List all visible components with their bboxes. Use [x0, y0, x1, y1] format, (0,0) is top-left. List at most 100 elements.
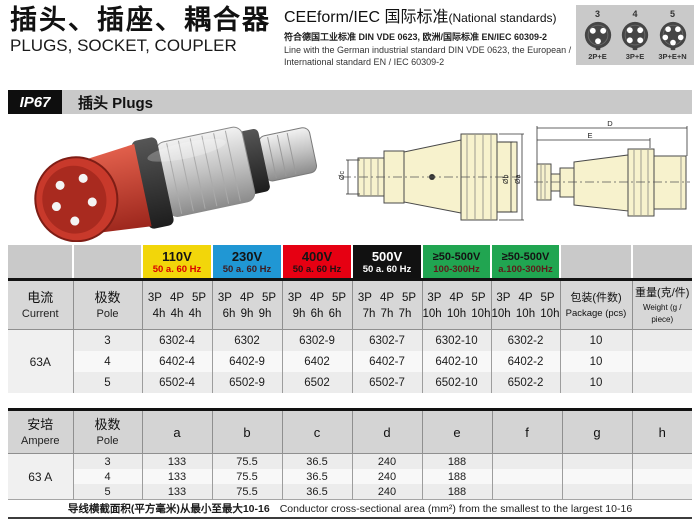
package-cell: 10 — [560, 351, 633, 372]
divider-line — [8, 408, 692, 411]
voltage-frequency: 50 a. 60 Hz — [362, 264, 412, 275]
part-number-cell: 6502-10 — [422, 372, 492, 393]
dim-value-cell — [562, 453, 633, 469]
pole-cell: 5 — [73, 372, 143, 393]
hours-line: 4h 4h 4h — [152, 307, 202, 320]
plug-product-photo — [34, 126, 318, 242]
hours-line: 7h 7h 7h — [362, 307, 412, 320]
dim-value-cell — [632, 453, 692, 469]
hours-line: 6h 9h 9h — [222, 307, 272, 320]
voltage-frequency: 50 a. 60 Hz — [222, 264, 272, 275]
connector-3pin-icon — [584, 21, 611, 50]
standards-title-main: CEEform/IEC 国际标准 — [284, 9, 449, 26]
pins-line: 3P 4P 5P — [217, 291, 277, 304]
bottom-double-line — [8, 517, 692, 520]
voltage-value: ≥50-500V — [501, 251, 550, 263]
conductor-note-cn: 导线横截面积(平方毫米)从最小至最大10-16 — [67, 503, 270, 515]
plug-dimensions-table: 安培 Ampere 极数 Pole a b c d e f g h 63 A 3… — [8, 408, 692, 520]
ampere-header-cn: 安培 — [27, 417, 54, 432]
pins-hours-header: 3P 4P 5P 4h 4h 4h — [142, 281, 213, 330]
pins-line: 3P 4P 5P — [147, 291, 207, 304]
pole-cell: 5 — [73, 484, 143, 500]
dim-value-cell: 75.5 — [212, 453, 283, 469]
current-column-header: 电流 Current — [8, 281, 74, 330]
package-header-en: Package (pcs) — [565, 308, 627, 319]
weight-header-cn: 重量(克/件) — [635, 286, 690, 299]
pins-hours-header: 3P 4P 5P 9h 6h 6h — [282, 281, 353, 330]
section-header-bar: IP67 插头 Plugs — [8, 90, 692, 114]
part-number-cell: 6502-4 — [142, 372, 213, 393]
standards-block: CEEform/IEC 国际标准(National standards) 符合德… — [284, 9, 576, 68]
weight-header-en: Weight (g / piece) — [642, 302, 682, 324]
voltage-value: 230V — [231, 249, 263, 264]
dim-label-overall-diameter: Øa — [515, 175, 522, 184]
weight-cell — [632, 372, 692, 393]
dim-value-cell — [492, 453, 563, 469]
column-header-row: 电流 Current 极数 Pole 3P 4P 5P 4h 4h 4h 3P … — [8, 281, 692, 330]
voltage-band-row: 110V 50 a. 60 Hz 230V 50 a. 60 Hz 400V 5… — [8, 245, 692, 278]
connector-4pin-label: 3P+E — [625, 51, 645, 61]
voltage-value: ≥50-500V — [432, 251, 481, 263]
connector-diagram-box: 3 2P+E 4 3P+E 5 — [576, 5, 694, 65]
connector-3pin: 3 2P+E — [582, 8, 614, 61]
voltage-frequency: 100-300Hz — [433, 264, 480, 275]
pole-column-header: 极数 Pole — [73, 281, 143, 330]
pole-header-en: Pole — [96, 308, 119, 320]
pole-cell: 4 — [73, 351, 143, 372]
standards-title-suffix: (National standards) — [448, 11, 557, 25]
band-spacer — [632, 245, 692, 278]
band-spacer — [8, 245, 74, 278]
voltage-frequency: 50 a. 60 Hz — [152, 264, 202, 275]
part-number-cell: 6402-4 — [142, 351, 213, 372]
connector-3pin-number: 3 — [594, 8, 600, 19]
pole-header-cn: 极数 — [94, 417, 121, 432]
table-row: 4 6402-4 6402-9 6402 6402-7 6402-10 6402… — [8, 351, 692, 372]
dimensions-header-row: 安培 Ampere 极数 Pole a b c d e f g h — [8, 411, 692, 454]
dim-value-cell — [632, 484, 692, 500]
dim-value-cell — [492, 469, 563, 484]
weight-column-header: 重量(克/件) Weight (g / piece) — [632, 281, 692, 330]
dim-label-overall-length: D — [607, 119, 613, 128]
hours-line: 10h 10h 10h — [491, 307, 560, 320]
part-number-cell: 6302-2 — [491, 329, 561, 351]
dim-value-cell: 240 — [352, 453, 423, 469]
dim-column-header: h — [632, 411, 692, 454]
standards-line-cn: 符合德国工业标准 DIN VDE 0623, 欧洲/国际标准 EN/IEC 60… — [284, 32, 548, 42]
dim-value-cell: 188 — [422, 453, 493, 469]
dim-value-cell — [562, 469, 633, 484]
page-title-block: 插头、插座、耦合器 PLUGS, SOCKET, COUPLER — [10, 5, 271, 56]
pins-line: 3P 4P 5P — [357, 291, 417, 304]
pins-hours-header: 3P 4P 5P 10h 10h 10h — [422, 281, 492, 330]
part-number-cell: 6302-7 — [352, 329, 423, 351]
dim-value-cell: 36.5 — [282, 469, 353, 484]
package-header-cn: 包装(件数) — [570, 292, 622, 304]
voltage-value: 400V — [301, 249, 333, 264]
standards-line-en1: Line with the German industrial standard… — [284, 45, 572, 55]
part-number-cell: 6402 — [282, 351, 353, 372]
plug-drawing-length: D E — [534, 119, 690, 217]
current-rating-cell: 63A — [8, 329, 74, 393]
part-number-cell: 6502-9 — [212, 372, 283, 393]
dim-value-cell — [632, 469, 692, 484]
part-number-cell: 6302 — [212, 329, 283, 351]
pole-header-cn: 极数 — [94, 290, 121, 305]
voltage-header-500v: 500V 50 a. 60 Hz — [352, 245, 423, 278]
weight-cell — [632, 351, 692, 372]
ampere-header-en: Ampere — [20, 435, 60, 447]
pole-column-header: 极数 Pole — [73, 411, 143, 454]
connector-5pin-icon — [659, 21, 686, 50]
dim-value-cell: 133 — [142, 484, 213, 500]
divider-line — [8, 278, 692, 281]
pole-header-en: Pole — [96, 435, 119, 447]
voltage-header-100-300hz: ≥50-500V 100-300Hz — [422, 245, 492, 278]
voltage-header-400v: 400V 50 a. 60 Hz — [282, 245, 353, 278]
dim-value-cell: 133 — [142, 453, 213, 469]
pole-cell: 4 — [73, 469, 143, 484]
page-title-english: PLUGS, SOCKET, COUPLER — [10, 36, 237, 55]
conductor-note-row: 导线横截面积(平方毫米)从最小至最大10-16 Conductor cross-s… — [8, 499, 692, 518]
voltage-value: 500V — [371, 249, 403, 264]
pins-line: 3P 4P 5P — [427, 291, 486, 304]
page-title-chinese: 插头、插座、耦合器 — [10, 5, 271, 35]
dim-value-cell: 36.5 — [282, 453, 353, 469]
part-number-cell: 6402-2 — [491, 351, 561, 372]
